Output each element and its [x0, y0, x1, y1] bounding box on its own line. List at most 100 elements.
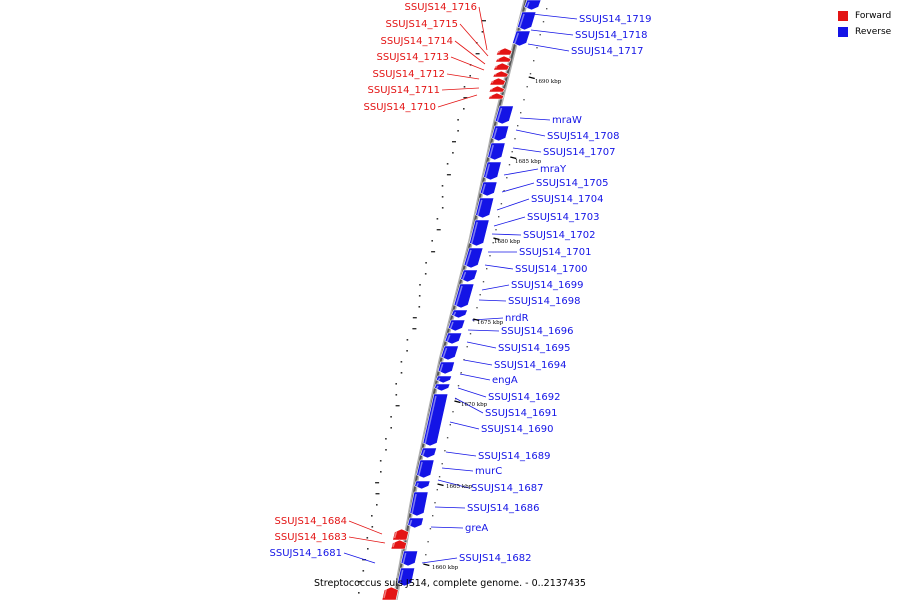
gc-dot: [371, 515, 373, 517]
gene-label: SSUJS14_1718: [575, 30, 648, 41]
genome-caption: Streptococcus suis JS14, complete genome…: [314, 578, 586, 589]
gene-leader-line: [519, 117, 551, 121]
gene-leader-line: [484, 264, 514, 270]
gene-highlight: [383, 588, 388, 599]
skew-dot: [463, 359, 465, 361]
gene-leader-line: [348, 520, 383, 535]
gene-block-forward: [488, 85, 505, 93]
gene-highlight: [525, 1, 530, 9]
gene-label: SSUJS14_1699: [511, 280, 584, 291]
skew-dot: [508, 164, 511, 166]
gene-label: SSUJS14_1719: [579, 14, 652, 25]
gc-dot: [412, 328, 417, 330]
gene-block-forward: [487, 92, 505, 100]
skew-dot: [542, 21, 545, 23]
skew-dot: [526, 86, 528, 88]
gene-block-forward: [381, 586, 399, 600]
gc-dot: [390, 416, 392, 418]
scale-tick: [510, 156, 517, 160]
skew-dot: [514, 138, 516, 140]
gene-label: SSUJS14_1683: [275, 532, 348, 543]
gene-block-reverse: [491, 125, 510, 142]
gene-highlight: [446, 334, 451, 343]
gc-dot: [441, 185, 444, 187]
gene-highlight: [411, 493, 417, 515]
skew-dot: [486, 268, 488, 270]
gc-dot: [395, 383, 397, 385]
gc-dot: [446, 174, 451, 176]
skew-dot: [434, 502, 436, 504]
gene-label: SSUJS14_1708: [547, 131, 620, 142]
gene-leader-line: [531, 13, 578, 20]
gene-leader-line: [481, 284, 510, 291]
gc-dot: [463, 97, 468, 99]
gc-dot: [436, 229, 441, 231]
gene-highlight: [437, 377, 441, 382]
gc-dot: [385, 449, 387, 451]
gene-label: SSUJS14_1686: [467, 503, 540, 514]
gc-dot: [395, 394, 398, 396]
gene-highlight: [491, 79, 495, 84]
forward-swatch: [838, 11, 848, 21]
skew-dot: [444, 450, 446, 452]
gene-block-reverse: [407, 517, 424, 529]
scale-tick-label: 1675 kbp: [477, 320, 504, 326]
scale-tick-label: 1660 kbp: [432, 565, 459, 571]
gc-dot: [481, 31, 484, 33]
gene-label: mraY: [540, 164, 567, 175]
gene-block-reverse: [397, 567, 416, 587]
gene-leader-line: [454, 40, 486, 65]
scale-tick: [454, 400, 461, 404]
skew-dot: [489, 255, 491, 257]
gene-label: SSUJS14_1711: [368, 85, 441, 96]
gene-highlight: [465, 249, 472, 267]
gc-dot: [395, 405, 400, 407]
scale-tick-label: 1690 kbp: [535, 79, 562, 85]
skew-dot: [466, 346, 468, 348]
gene-leader-line: [512, 147, 542, 153]
gene-highlight: [398, 569, 404, 585]
gene-labels-layer: SSUJS14_1719 SSUJS14_1718 SSUJS14_1717 SSUJ…: [270, 2, 652, 564]
gene-label: SSUJS14_1716: [405, 2, 478, 13]
gc-dot: [431, 251, 436, 253]
gene-leader-line: [437, 94, 478, 108]
gene-leader-line: [421, 557, 458, 564]
gene-block-forward: [392, 528, 409, 541]
skew-dot: [520, 112, 522, 114]
gene-label: SSUJS14_1715: [386, 19, 459, 30]
gene-leader-line: [515, 129, 546, 137]
skew-dot: [482, 281, 485, 283]
gc-dot: [431, 240, 433, 242]
gene-highlight: [421, 449, 426, 457]
gene-highlight: [488, 144, 494, 159]
skew-dot: [438, 476, 441, 478]
gene-label: SSUJS14_1696: [501, 326, 574, 337]
gc-dot: [463, 86, 466, 88]
gene-block-reverse: [416, 459, 435, 479]
skew-dot: [495, 229, 497, 231]
gc-dot: [475, 53, 480, 55]
gene-highlight: [470, 221, 478, 245]
skew-dot: [517, 125, 519, 127]
gene-label: SSUJS14_1712: [373, 69, 446, 80]
gene-highlight: [417, 461, 423, 477]
gene-leader-line: [478, 6, 488, 51]
gene-block-forward: [495, 55, 512, 63]
gene-highlight: [461, 271, 467, 281]
gene-leader-line: [441, 87, 480, 91]
gene-label: SSUJS14_1710: [364, 102, 437, 113]
gene-label: SSUJS14_1695: [498, 343, 571, 354]
gene-label: SSUJS14_1701: [519, 247, 592, 258]
label-leader-lines: [343, 6, 578, 564]
gene-highlight: [494, 72, 497, 76]
legend-label-reverse: Reverse: [855, 27, 892, 37]
gene-leader-line: [459, 23, 489, 57]
strand-legend: Forward Reverse: [838, 8, 891, 40]
skew-dot: [432, 515, 434, 517]
gene-block-reverse: [512, 30, 531, 47]
scale-tick: [437, 483, 444, 487]
gene-label: SSUJS14_1714: [381, 36, 454, 47]
gc-dot: [419, 284, 421, 286]
skew-dot: [539, 34, 541, 36]
gene-leader-line: [491, 233, 522, 236]
